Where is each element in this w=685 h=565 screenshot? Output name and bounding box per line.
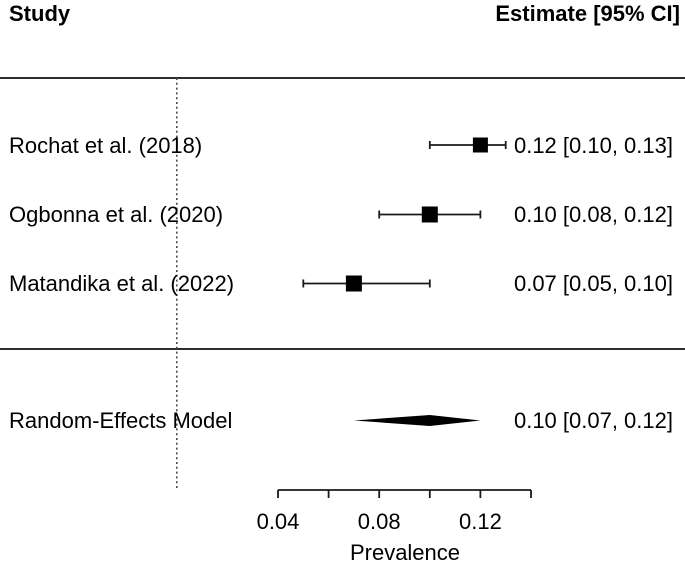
x-axis-tick-label: 0.04 — [257, 509, 300, 534]
estimate-square — [472, 137, 488, 153]
x-axis-title: Prevalence — [349, 540, 461, 565]
summary-label: Random-Effects Model — [9, 408, 233, 433]
study-estimate: 0.10 [0.08, 0.12] — [513, 202, 673, 227]
estimate-square — [345, 275, 362, 292]
study-label: Ogbonna et al. (2020) — [9, 202, 224, 227]
summary-estimate: 0.10 [0.07, 0.12] — [513, 408, 673, 433]
separator-line-top — [0, 77, 685, 79]
study-label: Rochat et al. (2018) — [9, 133, 203, 158]
summary-diamond — [353, 415, 481, 426]
x-axis-tick-label: 0.08 — [358, 509, 401, 534]
study-estimate: 0.07 [0.05, 0.10] — [513, 271, 673, 296]
study-estimate: 0.12 [0.10, 0.13] — [513, 133, 673, 158]
separator-line-bottom — [0, 348, 685, 350]
study-label: Matandika et al. (2022) — [9, 271, 235, 296]
study-column-header: Study — [9, 1, 71, 26]
x-axis-tick-label: 0.12 — [459, 509, 502, 534]
estimate-column-header: Estimate [95% CI] — [495, 1, 680, 26]
estimate-square — [421, 206, 438, 223]
